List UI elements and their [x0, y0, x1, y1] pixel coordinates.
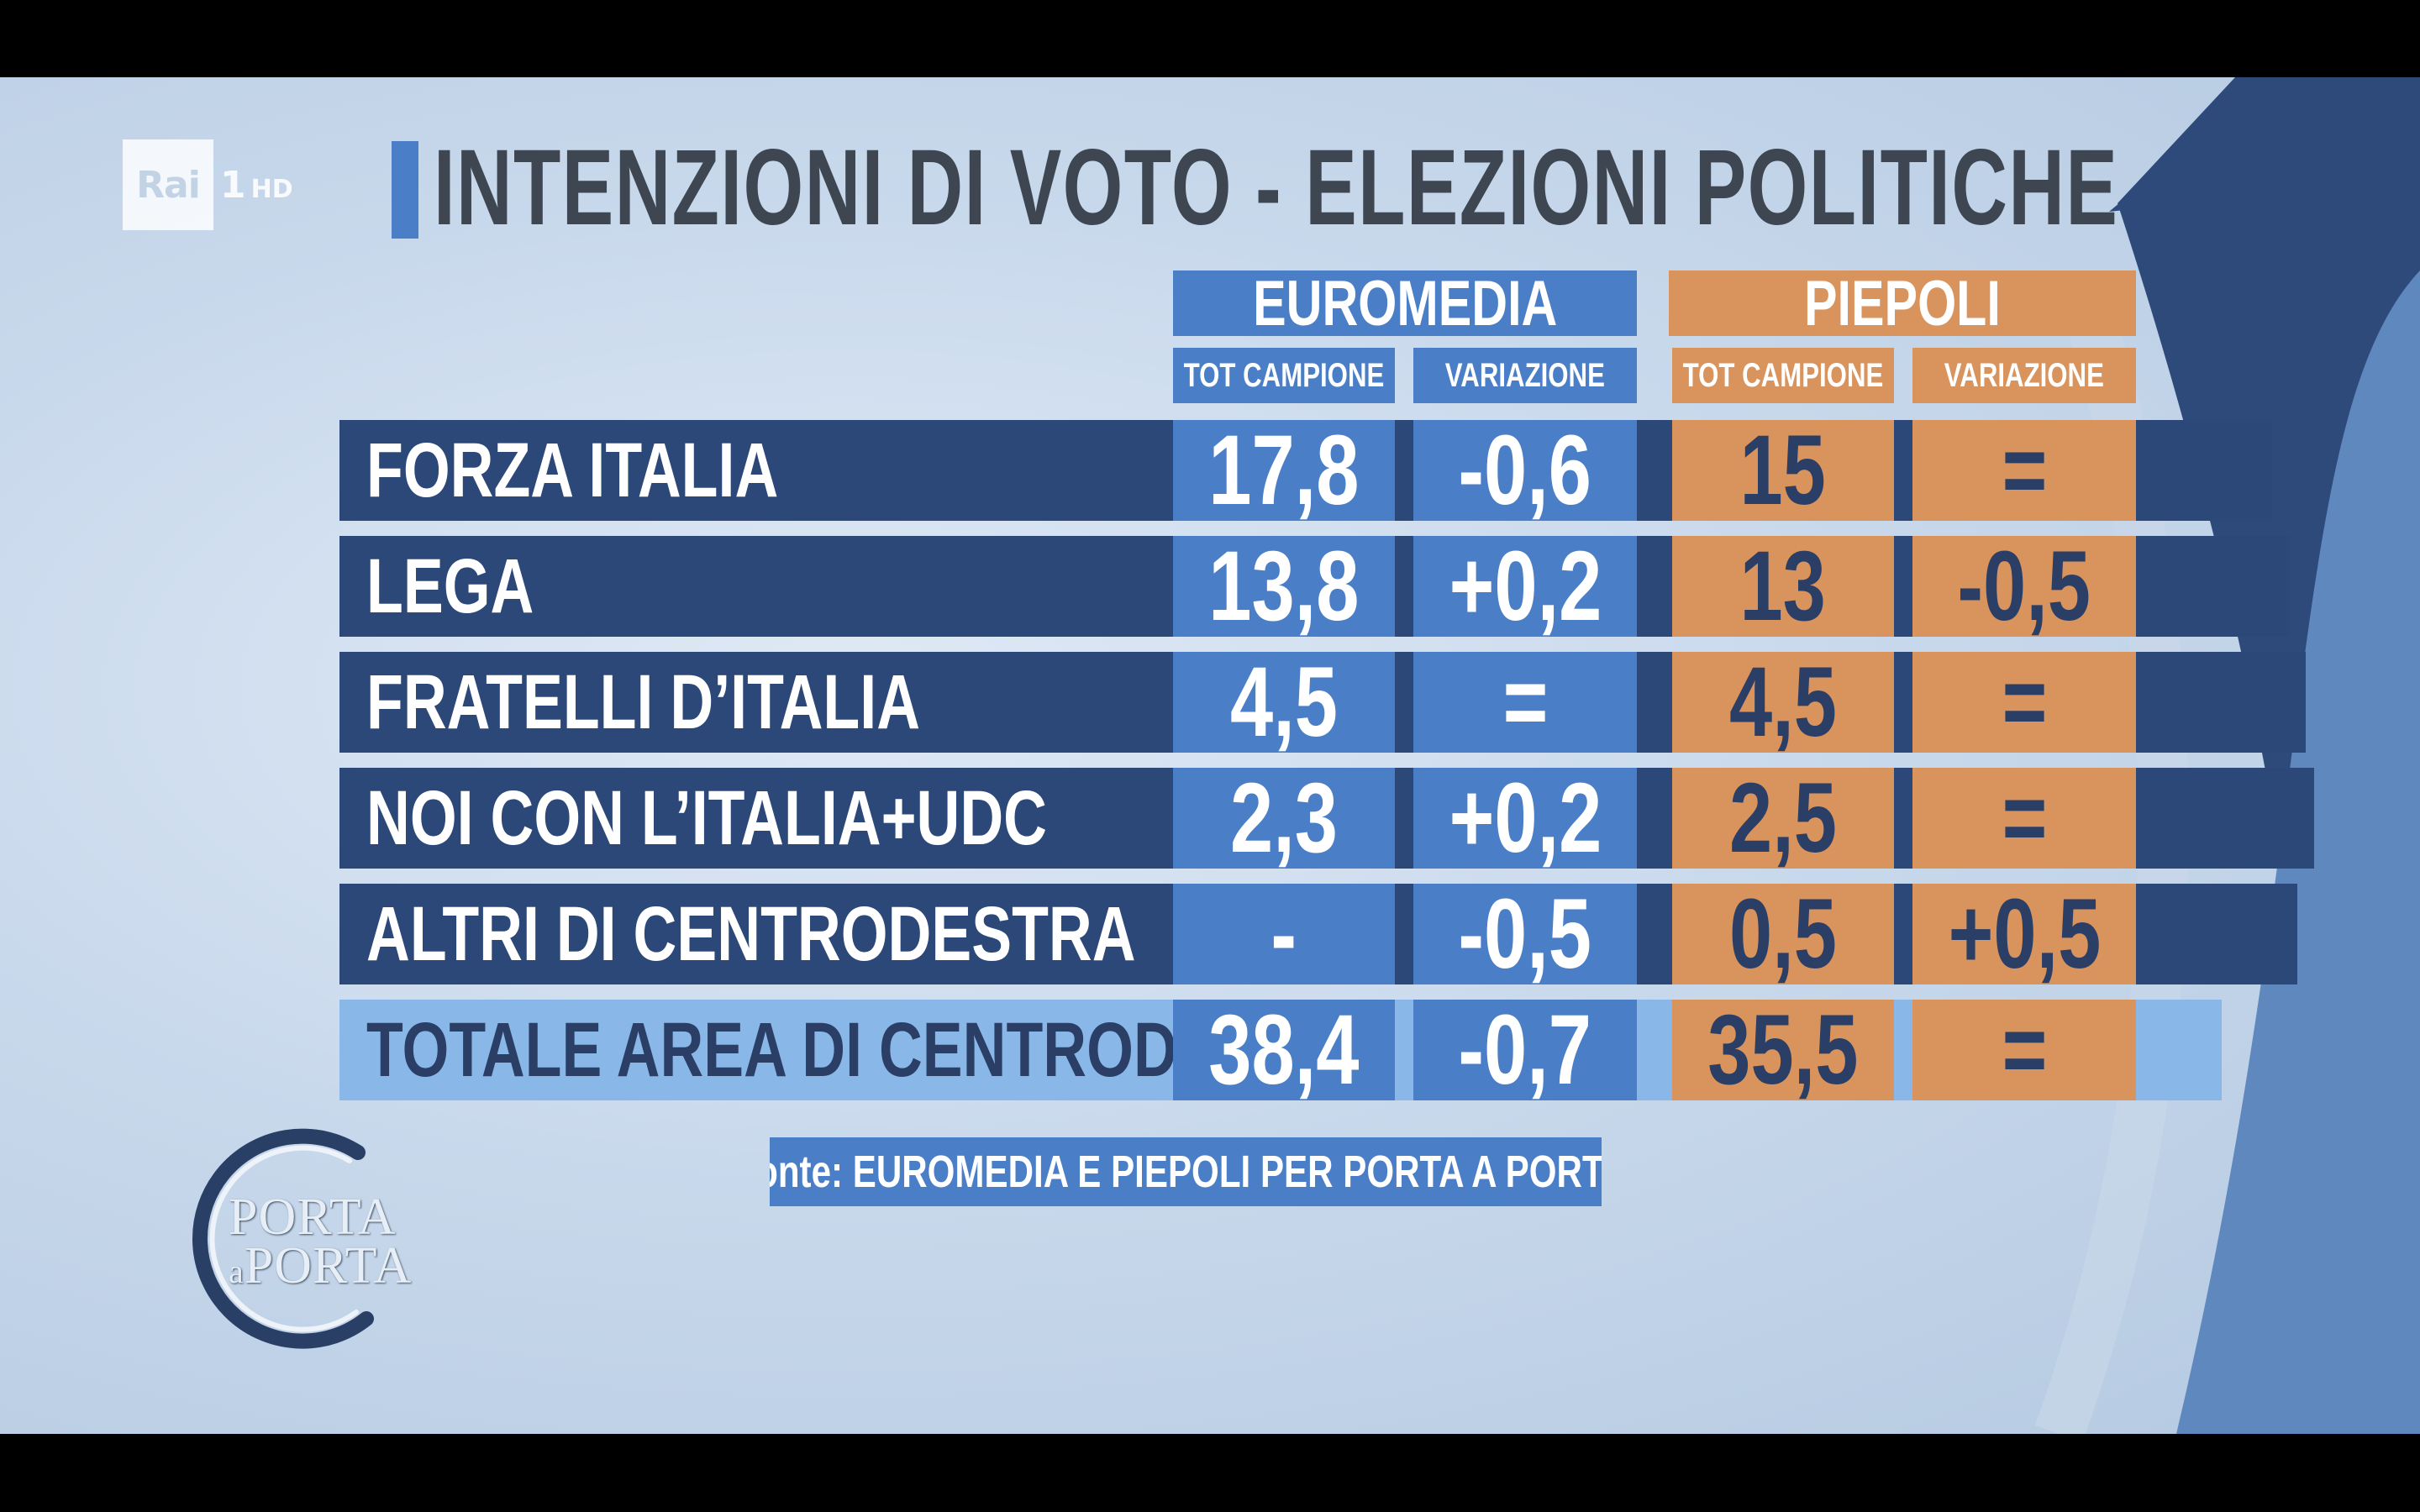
euromedia-tot-cell: 2,3: [1173, 768, 1395, 869]
channel-number-text: 1: [220, 163, 246, 207]
show-logo-ring: [192, 1128, 374, 1349]
show-logo-line1: PORTA: [229, 1189, 397, 1246]
channel-number: 1 HD: [220, 164, 293, 207]
rai-logo-box: Rai: [123, 139, 213, 230]
piepoli-total-tot-cell: 35,5: [1672, 1000, 1894, 1100]
euromedia-tot-cell: 13,8: [1173, 536, 1395, 637]
euromedia-tot-cell: -: [1173, 884, 1395, 984]
show-logo: PORTA aPORTA: [165, 1127, 434, 1362]
pollster-header-euromedia: EUROMEDIA: [1173, 270, 1637, 336]
party-label: FRATELLI D’ITALIA: [366, 659, 921, 745]
source-footnote: fonte: EUROMEDIA E PIEPOLI PER PORTA A P…: [770, 1137, 1602, 1206]
euromedia-tot-cell: 4,5: [1173, 652, 1395, 753]
column-header-piepoli-var: VARIAZIONE: [1912, 348, 2136, 403]
title-accent-bar: [392, 141, 418, 239]
graphic-title: INTENZIONI DI VOTO - ELEZIONI POLITICHE: [434, 128, 2119, 248]
piepoli-tot-cell: 0,5: [1672, 884, 1894, 984]
euromedia-tot-cell: 17,8: [1173, 420, 1395, 521]
piepoli-var-cell: -0,5: [1912, 536, 2136, 637]
piepoli-tot-cell: 15: [1672, 420, 1894, 521]
piepoli-tot-cell: 4,5: [1672, 652, 1894, 753]
column-header-piepoli-tot: TOT CAMPIONE: [1672, 348, 1894, 403]
piepoli-var-cell: =: [1912, 768, 2136, 869]
pollster-header-piepoli: PIEPOLI: [1669, 270, 2136, 336]
euromedia-var-cell: +0,2: [1413, 768, 1637, 869]
euromedia-var-cell: -0,5: [1413, 884, 1637, 984]
piepoli-var-cell: +0,5: [1912, 884, 2136, 984]
channel-logo: Rai 1 HD: [123, 139, 293, 230]
party-label: FORZA ITALIA: [366, 428, 779, 513]
piepoli-var-cell: =: [1912, 420, 2136, 521]
decor-arrow-shape: [2109, 77, 2420, 212]
party-label: NOI CON L’ITALIA+UDC: [366, 775, 1047, 861]
piepoli-tot-cell: 2,5: [1672, 768, 1894, 869]
euromedia-total-tot-cell: 38,4: [1173, 1000, 1395, 1100]
column-header-euromedia-var: VARIAZIONE: [1413, 348, 1637, 403]
party-label: LEGA: [366, 543, 534, 629]
party-label: ALTRI DI CENTRODESTRA: [366, 891, 1136, 977]
background-decoration: [2034, 77, 2420, 1434]
euromedia-var-cell: =: [1413, 652, 1637, 753]
column-header-euromedia-tot: TOT CAMPIONE: [1173, 348, 1395, 403]
channel-quality: HD: [250, 174, 293, 204]
euromedia-var-cell: -0,6: [1413, 420, 1637, 521]
piepoli-tot-cell: 13: [1672, 536, 1894, 637]
piepoli-var-cell: =: [1912, 652, 2136, 753]
euromedia-total-var-cell: -0,7: [1413, 1000, 1637, 1100]
piepoli-total-var-cell: =: [1912, 1000, 2136, 1100]
show-logo-line2: aPORTA: [229, 1237, 413, 1294]
broadcast-screen: Rai 1 HD INTENZIONI DI VOTO - ELEZIONI PO…: [0, 77, 2420, 1434]
euromedia-var-cell: +0,2: [1413, 536, 1637, 637]
